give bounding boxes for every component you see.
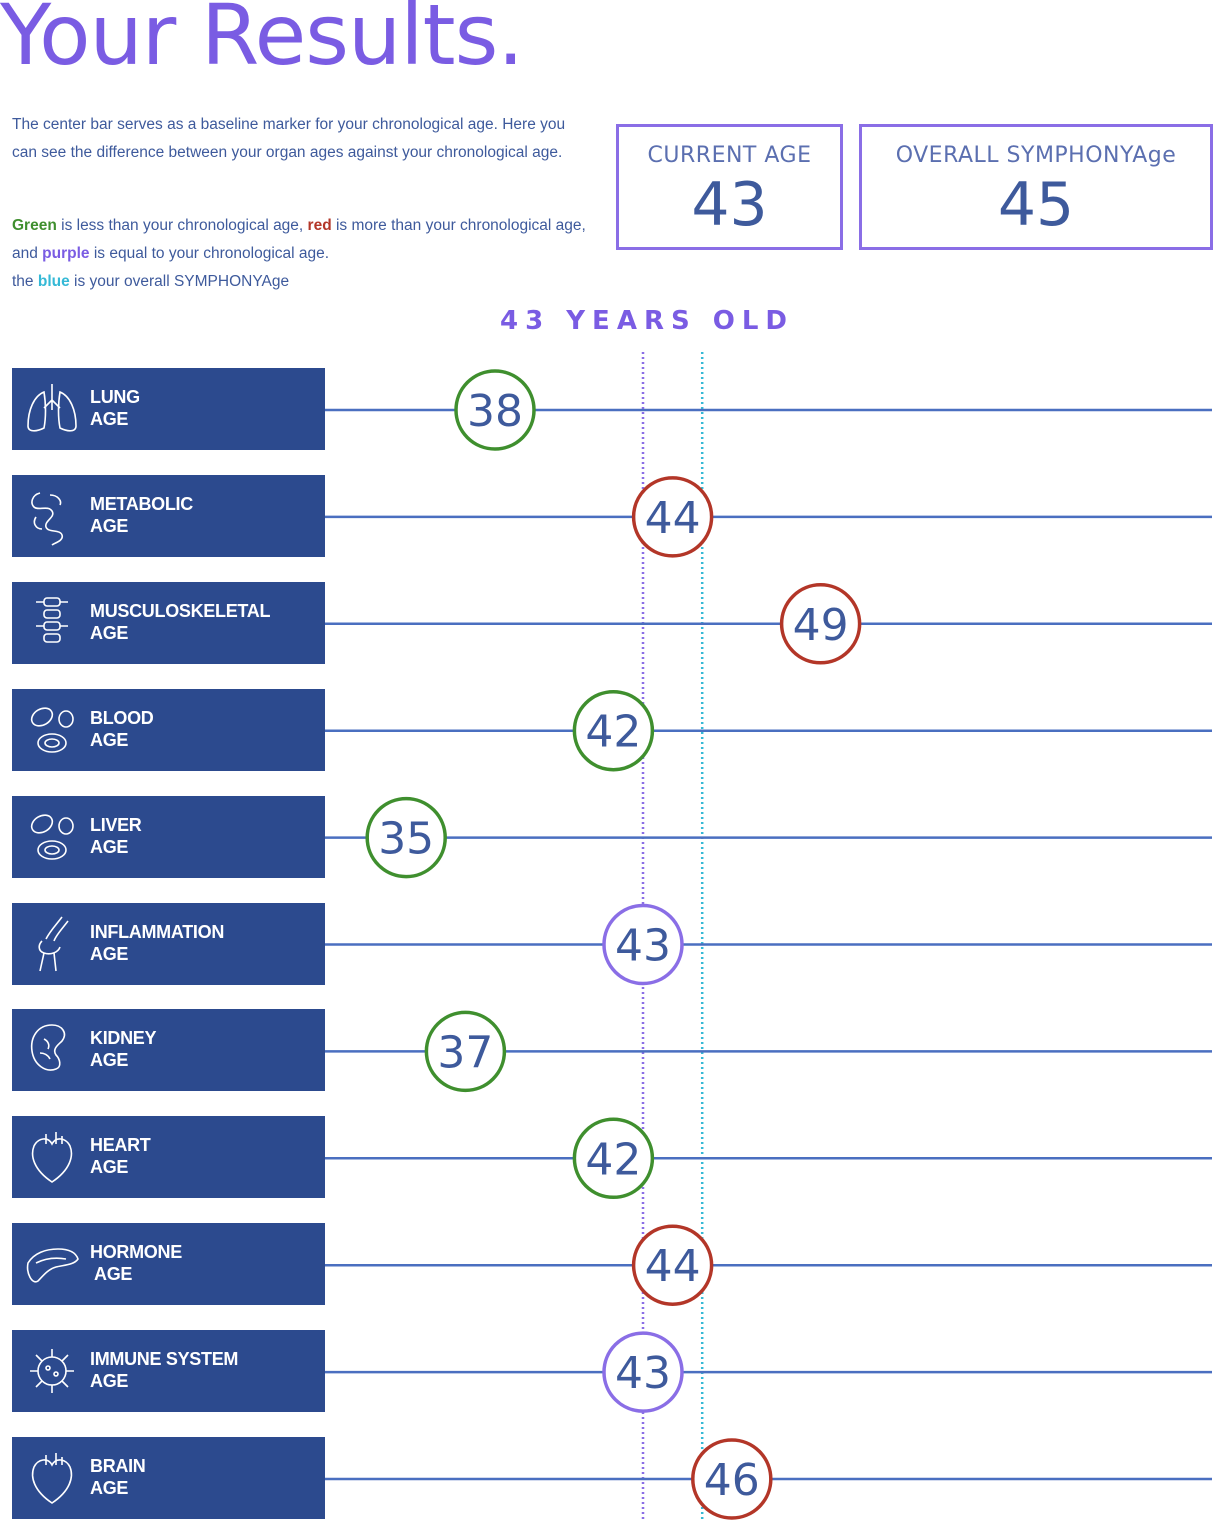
kidney-age-marker <box>424 1010 507 1093</box>
legend-blue-word: blue <box>37 273 70 290</box>
overall-age-value: 45 <box>997 170 1075 240</box>
lungs-icon <box>22 378 82 440</box>
liver-age-marker <box>365 796 447 879</box>
blood-cells-icon <box>22 699 82 761</box>
legend-blue-prefix: the <box>12 273 38 290</box>
overall-age-label: OVERALL SYMPHONYAge <box>895 143 1177 168</box>
heart-age-value: 42 <box>585 1134 641 1185</box>
row-label-immune-system: IMMUNE SYSTEM AGE <box>12 1330 325 1413</box>
inflammation-age-value: 43 <box>615 921 671 972</box>
spine-icon <box>22 592 82 654</box>
musculoskeletal-age-value: 49 <box>793 600 849 651</box>
lung-age-value: 38 <box>467 386 523 437</box>
chart-description: The center bar serves as a baseline mark… <box>12 116 566 161</box>
row-label-hormone: HORMONE AGE <box>12 1223 325 1306</box>
row-label-text: HORMONE AGE <box>90 1242 182 1285</box>
row-label-text: LIVER AGE <box>90 814 142 857</box>
row-label-text: INFLAMMATION AGE <box>90 921 225 964</box>
baseline-age-label: 43 YEARS OLD <box>500 306 794 336</box>
blood-cells-icon <box>22 806 82 868</box>
legend-green-word: Green <box>12 217 57 234</box>
row-label-text: BRAIN AGE <box>90 1456 146 1498</box>
row-label-lung: LUNG AGE <box>12 368 325 450</box>
virus-icon <box>22 1340 82 1402</box>
current-age-label: CURRENT AGE <box>647 143 812 168</box>
heart-age-marker <box>572 1117 655 1200</box>
row-label-text: BLOOD AGE <box>90 707 154 750</box>
legend-red-word: red <box>307 217 332 234</box>
current-age-value: 43 <box>691 170 768 240</box>
knee-joint-icon <box>22 913 82 975</box>
overall-age-box: OVERALL SYMPHONYAge 45 <box>859 124 1213 250</box>
row-label-text: IMMUNE SYSTEM AGE <box>90 1349 239 1392</box>
musculoskeletal-age-marker <box>779 583 862 665</box>
row-label-heart: HEART AGE <box>12 1116 325 1199</box>
blood-age-value: 42 <box>585 707 641 758</box>
kidney-age-value: 37 <box>437 1027 493 1078</box>
row-label-blood: BLOOD AGE <box>12 688 325 771</box>
row-label-musculoskeletal: MUSCULOSKELETAL AGE <box>12 581 325 664</box>
current-age-box: CURRENT AGE 43 <box>616 124 843 250</box>
metabolic-age-marker <box>631 476 714 558</box>
lung-age-marker <box>454 369 536 451</box>
page-title: Your Results. <box>0 0 524 84</box>
hormone-age-marker <box>631 1224 714 1306</box>
row-label-text: HEART AGE <box>90 1135 151 1178</box>
row-label-text: MUSCULOSKELETAL AGE <box>90 600 271 643</box>
hormone-age-value: 44 <box>645 1241 701 1292</box>
liver-age-value: 35 <box>378 814 434 865</box>
row-label-text: METABOLIC AGE <box>90 493 193 536</box>
heart-icon <box>22 1126 82 1188</box>
legend-red-text: is more than your chronological age, and <box>12 217 586 262</box>
row-label-brain: BRAIN AGE <box>12 1437 325 1519</box>
immune-system-age-marker <box>602 1331 684 1413</box>
brain-age-marker <box>691 1438 773 1520</box>
row-label-metabolic: METABOLIC AGE <box>12 474 325 557</box>
inflammation-age-marker <box>602 903 684 986</box>
row-label-kidney: KIDNEY AGE <box>12 1009 325 1092</box>
brain-age-value: 46 <box>704 1455 760 1506</box>
color-legend-text: Green is less than your chronological ag… <box>12 212 592 296</box>
intestine-icon <box>22 485 82 547</box>
metabolic-age-value: 44 <box>645 493 701 544</box>
legend-purple-text: is equal to your chronological age. <box>89 245 330 262</box>
kidney-icon <box>22 1019 82 1081</box>
immune-system-age-value: 43 <box>615 1348 671 1399</box>
row-label-text: LUNG AGE <box>90 387 140 429</box>
row-label-inflammation: INFLAMMATION AGE <box>12 902 325 985</box>
legend-green-text: is less than your chronological age, <box>56 217 308 234</box>
legend-blue-text: is your overall SYMPHONYAge <box>69 273 290 290</box>
legend-purple-word: purple <box>42 245 90 262</box>
pancreas-icon <box>22 1233 82 1295</box>
row-label-text: KIDNEY AGE <box>90 1028 157 1071</box>
row-label-liver: LIVER AGE <box>12 795 325 878</box>
heart-icon <box>22 1447 82 1509</box>
blood-age-marker <box>572 689 655 772</box>
